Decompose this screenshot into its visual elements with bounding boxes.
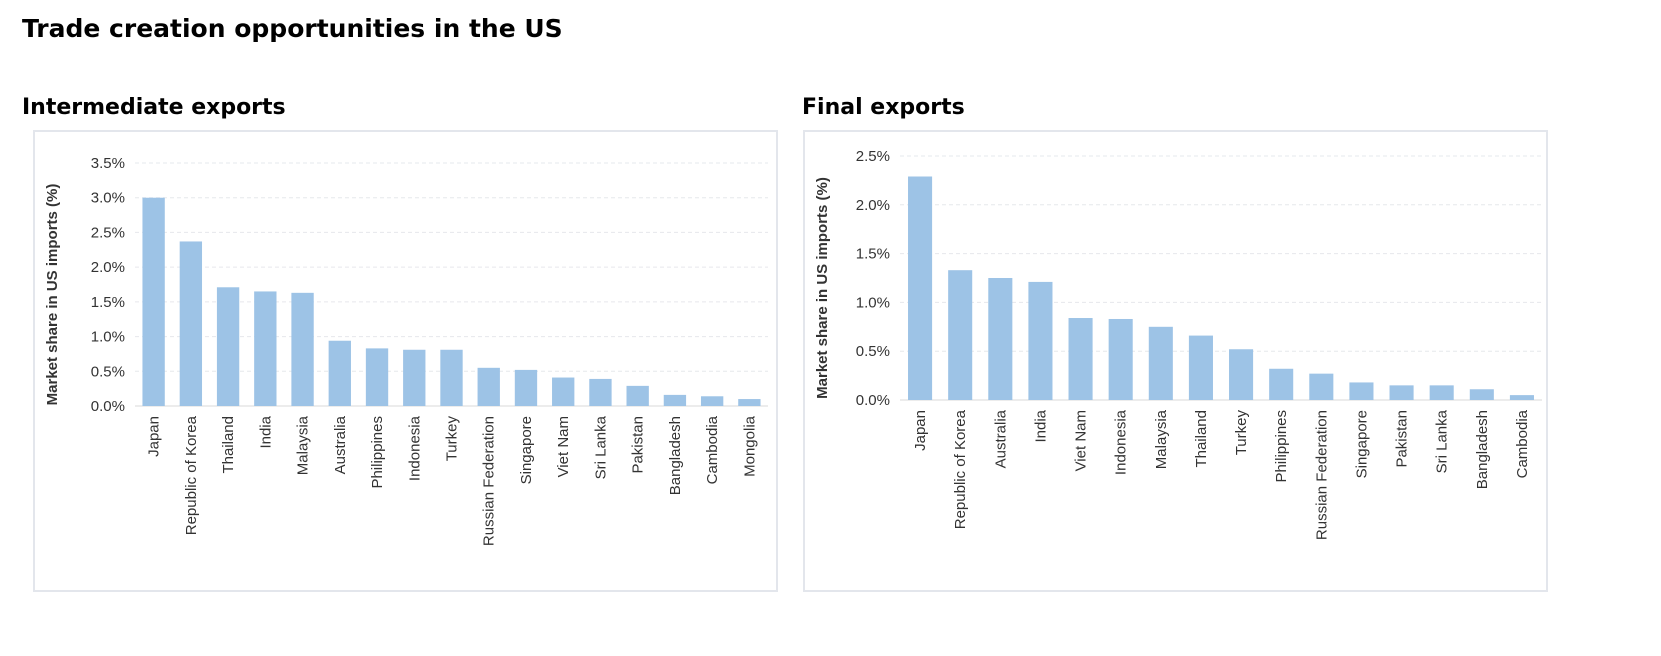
x-tick-label: Republic of Korea xyxy=(183,415,200,535)
x-tick-label: Philippines xyxy=(369,416,386,489)
bar xyxy=(1108,318,1133,400)
y-axis-label: Market share in US imports (%) xyxy=(44,184,61,406)
chart-title-final: Final exports xyxy=(802,95,965,120)
y-axis-label: Market share in US imports (%) xyxy=(814,177,831,399)
x-tick-label: Japan xyxy=(912,410,929,451)
bar xyxy=(328,340,351,406)
y-tick-label: 0.5% xyxy=(856,343,890,360)
y-tick-label: 0.0% xyxy=(91,398,125,415)
y-tick-label: 1.0% xyxy=(856,294,890,311)
bar xyxy=(908,176,933,400)
x-tick-label: Pakistan xyxy=(630,416,647,474)
bar xyxy=(216,287,240,406)
y-tick-label: 3.0% xyxy=(91,190,125,207)
bar xyxy=(663,394,687,406)
y-tick-label: 2.5% xyxy=(91,224,125,241)
bar xyxy=(1148,326,1173,400)
chart-intermediate-exports: 0.0% 0.5% 1.0% 1.5% 2.0% 2.5% 3.0% 3.5% Japan Rep… xyxy=(33,130,778,592)
x-tick-label: Pakistan xyxy=(1394,410,1411,468)
chart-svg: 0.0% 0.5% 1.0% 1.5% 2.0% 2.5% 3.0% 3.5% Japan Rep… xyxy=(44,155,768,546)
bar xyxy=(1188,335,1213,400)
x-tick-label: Malaysia xyxy=(295,415,312,475)
x-tick-label: Viet Nam xyxy=(555,416,572,477)
x-tick-label: Bangladesh xyxy=(1474,410,1491,489)
x-tick-label: Thailand xyxy=(220,416,237,474)
bar xyxy=(1068,318,1093,400)
bar xyxy=(1269,368,1294,400)
x-tick-label: Australia xyxy=(992,409,1009,468)
bar xyxy=(700,396,724,406)
y-tick-label: 0.5% xyxy=(91,363,125,380)
x-tick-label: Republic of Korea xyxy=(952,409,969,529)
y-tick-label: 1.0% xyxy=(91,329,125,346)
bar xyxy=(254,291,277,406)
bar xyxy=(589,378,612,406)
bar xyxy=(1309,373,1334,400)
y-tick-label: 2.0% xyxy=(91,259,125,276)
chart-title-intermediate: Intermediate exports xyxy=(22,95,286,120)
chart-svg: 0.0% 0.5% 1.0% 1.5% 2.0% 2.5% Japan Republic of… xyxy=(814,148,1542,540)
bar xyxy=(988,278,1013,400)
bar xyxy=(738,399,761,406)
bar xyxy=(626,385,649,406)
x-tick-label: Sri Lanka xyxy=(1434,409,1451,473)
bar xyxy=(1429,385,1454,400)
x-tick-label: Sri Lanka xyxy=(592,415,609,479)
x-tick-label: Turkey xyxy=(1233,410,1250,456)
x-tick-label: Thailand xyxy=(1193,410,1210,468)
chart-final-exports: 0.0% 0.5% 1.0% 1.5% 2.0% 2.5% Japan Republic of… xyxy=(803,130,1548,592)
x-tick-label: Japan xyxy=(146,416,163,457)
bar xyxy=(1349,382,1374,400)
x-tick-label: Cambodia xyxy=(1514,409,1531,478)
x-tick-label: Russian Federation xyxy=(1313,410,1330,540)
x-tick-label: Cambodia xyxy=(704,415,721,484)
x-tick-label: Singapore xyxy=(1353,410,1370,478)
bar xyxy=(1229,349,1254,400)
y-tick-label: 3.5% xyxy=(91,155,125,172)
y-tick-label: 1.5% xyxy=(856,246,890,263)
x-tick-label: Australia xyxy=(332,415,349,474)
x-tick-label: Indonesia xyxy=(1113,409,1130,475)
x-tick-label: Singapore xyxy=(518,416,535,484)
bar xyxy=(291,292,314,406)
bar xyxy=(514,369,538,406)
bar xyxy=(552,377,575,406)
bar xyxy=(948,270,973,400)
x-tick-label: Bangladesh xyxy=(667,416,684,495)
bar xyxy=(1469,389,1494,400)
bar xyxy=(1028,281,1053,400)
x-tick-label: Mongolia xyxy=(741,415,758,477)
bar xyxy=(365,348,389,406)
bar xyxy=(477,367,500,406)
x-tick-label: Turkey xyxy=(444,416,461,462)
bar xyxy=(403,349,426,406)
x-tick-label: Indonesia xyxy=(406,415,423,481)
y-tick-label: 2.0% xyxy=(856,197,890,214)
x-tick-label: Russian Federation xyxy=(481,416,498,546)
y-tick-label: 0.0% xyxy=(856,392,890,409)
bar xyxy=(1509,395,1534,400)
x-tick-label: Philippines xyxy=(1273,410,1290,483)
bar xyxy=(440,349,463,406)
bar xyxy=(142,197,165,406)
x-tick-label: Viet Nam xyxy=(1073,410,1090,471)
page-title: Trade creation opportunities in the US xyxy=(22,14,563,43)
x-tick-label: India xyxy=(1032,409,1049,442)
bar xyxy=(1389,385,1414,400)
x-tick-label: Malaysia xyxy=(1153,409,1170,469)
x-tick-label: India xyxy=(257,415,274,448)
bar xyxy=(179,241,203,406)
y-tick-label: 1.5% xyxy=(91,294,125,311)
y-tick-label: 2.5% xyxy=(856,148,890,165)
